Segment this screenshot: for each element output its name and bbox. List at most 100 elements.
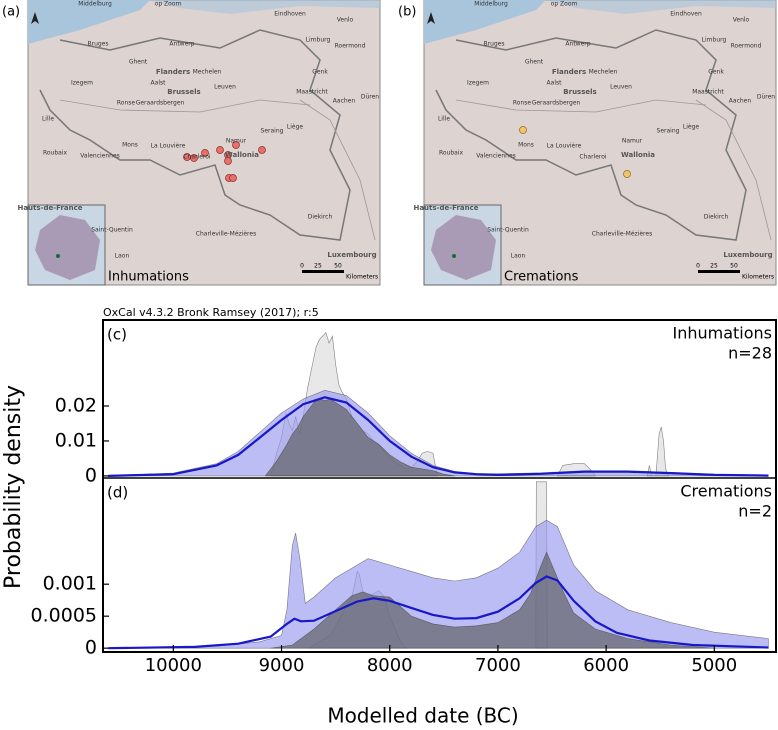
x-tick-label: 8000 [367,655,413,676]
y-tick-label: 0 [85,464,97,486]
place-name: Valenciennes [476,153,516,160]
place-name: Brussels [563,88,596,96]
scale-bar [698,270,740,273]
panel-label: (c) [107,326,127,344]
map-border [39,29,351,241]
maps: Inhumations Middelburg op Zoom Eindhoven Ven… [17,0,777,286]
site [190,154,198,162]
place-name: Diekirch [308,214,333,221]
scale-label: 50 [334,263,342,270]
group-label: Cremations [680,482,772,501]
place-name: Aachen [729,98,752,105]
place-name: Aalst [547,80,563,87]
place-name: Venlo [733,17,750,24]
place-name: Saint-Quentin [487,227,529,234]
place-name: Geraardsbergen [136,100,185,107]
place-name: Wallonia [225,151,259,159]
place-name: Bruges [87,41,108,48]
panel-label: (b) [398,5,416,20]
place-name: Charleville-Mézières [592,231,652,238]
map-sea [28,0,150,44]
place-name: Leuven [214,84,236,91]
place-name: Lille [438,116,450,123]
map-border [59,99,311,113]
density-area [265,398,455,477]
place-name: Charleville-Mézières [196,231,256,238]
place-name: Antwerp [565,41,590,48]
scale-label: 25 [710,263,718,270]
place-name: Roubaix [43,150,68,157]
place-name: Bruges [483,41,504,48]
plot-area [108,332,769,477]
x-tick-label: 6000 [583,655,629,676]
place-name: Namur [622,138,643,145]
density-area [270,551,715,649]
place-name: Hauts-de-France [17,204,82,212]
y-tick-label: 0.01 [55,429,97,451]
place-name: Leuven [610,84,632,91]
place-name: op Zoom [155,1,182,8]
density-line [108,396,769,477]
place-name: Liège [287,124,304,131]
place-name: Ghent [129,59,148,66]
place-name: Roubaix [439,150,464,157]
place-name: Eindhoven [670,11,702,18]
place-name: Mons [518,142,534,149]
site [224,157,232,165]
place-name: Limburg [306,37,331,44]
map-border [695,99,772,241]
place-name: Valenciennes [80,153,120,160]
place-name: Namur [226,138,247,145]
place-name: Middelburg [78,1,112,8]
place-name: La Louvière [151,143,186,150]
map: Inhumations Middelburg op Zoom Eindhoven Ven… [17,0,381,286]
map-sea [424,0,546,44]
place-name: Diekirch [704,214,729,221]
place-name: Flanders [156,68,190,76]
group-label: Inhumations [672,324,772,343]
scale-label: 0 [300,263,304,270]
place-name: Seraing [261,128,284,135]
panel-label: (d) [107,484,128,502]
inset-land [35,215,100,280]
site [519,126,527,134]
x-tick-label: 10000 [145,655,202,676]
map: Cremations Middelburg op Zoom Eindhoven Venl… [413,0,777,286]
place-name: Ronse [513,100,531,107]
place-name: Maastricht [692,89,724,96]
y-tick-label: 0 [85,637,97,659]
place-name: Genk [312,69,328,76]
group-count: n=28 [728,344,772,363]
scale-label: 0 [696,263,700,270]
site [216,146,224,154]
scale-bar [302,270,344,273]
place-name: Izegem [71,80,93,87]
site [232,141,240,149]
place-name: Düren [361,94,379,101]
place-name: La Louvière [547,143,582,150]
y-tick-label: 0.0005 [31,605,97,627]
place-name: Lille [42,116,54,123]
north-arrow [31,12,39,24]
place-name: Flanders [552,68,586,76]
place-name: op Zoom [551,1,578,8]
x-axis-label: Modelled date (BC) [327,704,518,728]
map-border [435,29,747,241]
place-name: Seraing [657,128,680,135]
chart [102,319,777,653]
place-name: Izegem [467,80,489,87]
scale-label: 50 [730,263,738,270]
inset-marker [452,254,456,258]
place-name: Mechelen [589,69,618,76]
place-name: Limburg [702,37,727,44]
site [229,174,237,182]
place-name: Charleroi [183,154,211,161]
place-name: Luxembourg [723,251,772,259]
place-name: Ronse [117,100,135,107]
place-name: Ghent [525,59,544,66]
y-tick-label: 0.001 [43,573,97,595]
place-name: Hauts-de-France [413,204,478,212]
place-name: Wallonia [621,151,655,159]
x-tick-label: 5000 [691,655,737,676]
